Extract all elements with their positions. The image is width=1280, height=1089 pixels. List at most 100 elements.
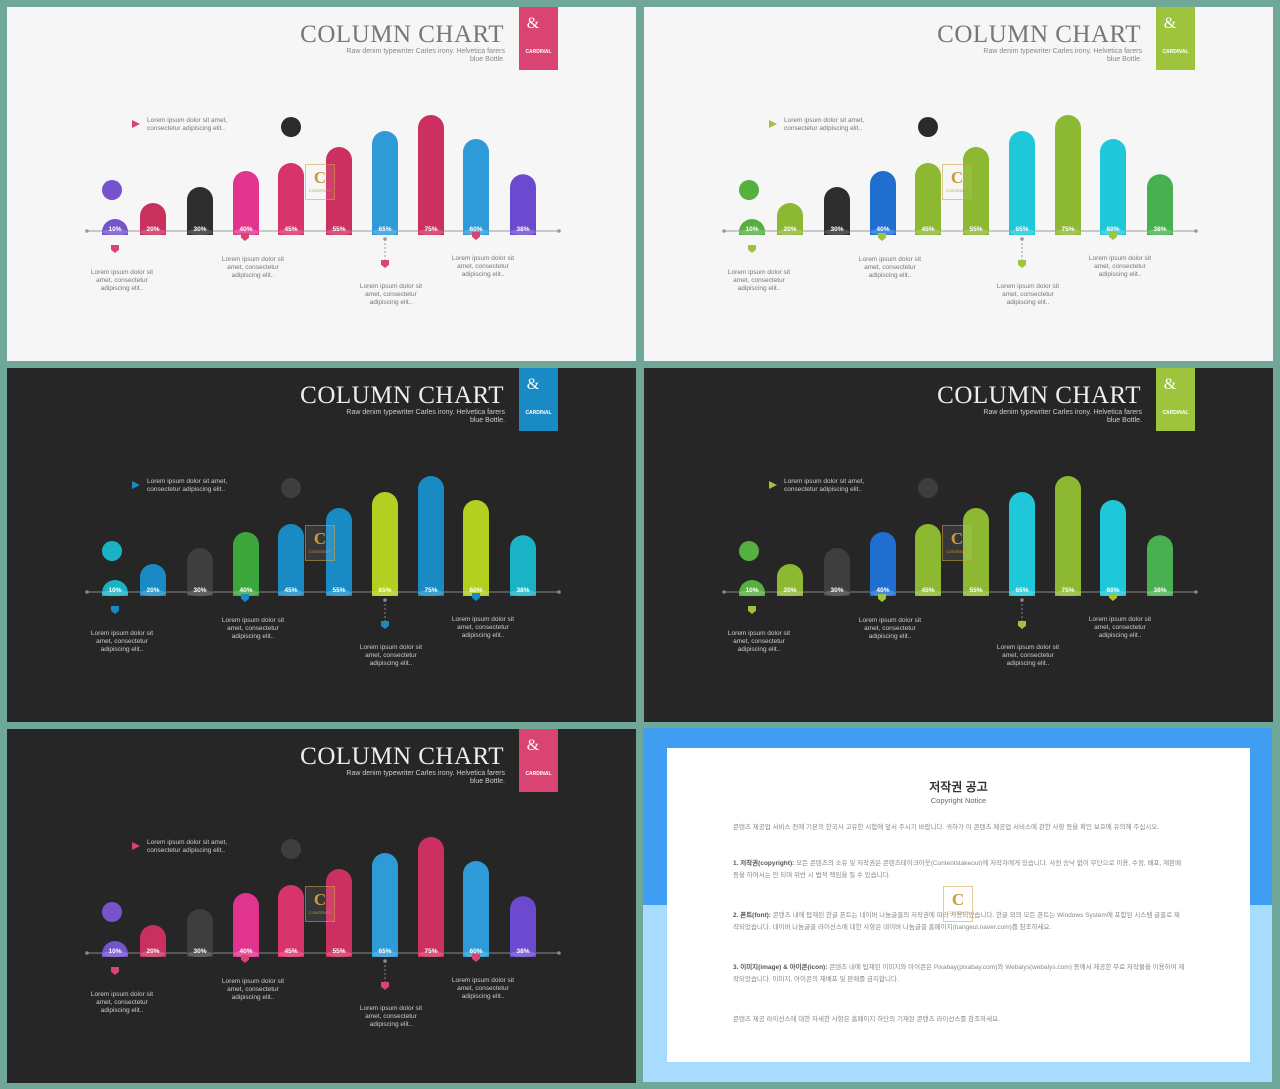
watermark-logo: C CONTENTS: [305, 886, 335, 922]
marker-icon: [472, 232, 480, 240]
slide-panel-3: COLUMN CHART Raw denim typewriter Carles …: [7, 368, 636, 722]
logo-letter: C: [951, 890, 965, 909]
slide-title: COLUMN CHART: [937, 21, 1141, 48]
bar-55%: [326, 869, 352, 957]
accent-circle: [102, 180, 122, 200]
bar-20%: [140, 203, 166, 235]
bar-10%: [102, 219, 128, 235]
bar-base-sheen: [1009, 590, 1035, 596]
bottom-annotation-4: Lorem ipsum dolor sit amet, consectetur …: [451, 616, 515, 639]
bar-value-label: 38%: [516, 948, 529, 955]
bar-base-sheen: [510, 590, 536, 596]
bar-value-label: 55%: [332, 587, 345, 594]
slide-subtitle: Raw denim typewriter Carles irony. Helve…: [983, 409, 1142, 424]
notice-paragraph-3: 3. 이미지(image) & 아이콘(icon): 콘텐츠 내에 탑재된 이미…: [733, 962, 1185, 986]
bar-65%: [372, 492, 398, 596]
logo-text: CONTENTS: [309, 910, 331, 915]
bar-value-label: 65%: [1015, 587, 1028, 594]
axis-end-dot: [722, 229, 726, 233]
cardinal-tag: & CARDINAL: [519, 729, 558, 792]
bar-base-sheen: [372, 590, 398, 596]
logo-letter: C: [950, 168, 964, 187]
bar-10%: [102, 580, 128, 596]
axis-end-dot: [722, 590, 726, 594]
column-chart: 10% 20% 30% 40% 45% 55% 65% 75% 60% 38%: [85, 837, 561, 982]
bar-base-sheen: [187, 590, 213, 596]
top-annotation: Lorem ipsum dolor sit amet, consectetur …: [147, 839, 228, 854]
slide-panel-1: COLUMN CHART Raw denim typewriter Carles …: [7, 7, 636, 361]
bar-value-label: 75%: [424, 587, 437, 594]
logo-letter: C: [313, 168, 327, 187]
bar-base-sheen: [870, 590, 896, 596]
bar-value-label: 45%: [921, 226, 934, 233]
notice-p3-body: 콘텐츠 내에 탑재된 이미지와 아이콘은 Pixabay(pixabay.com…: [733, 964, 1185, 983]
marker-icon: [472, 593, 480, 601]
connector-dot: [383, 598, 387, 602]
marker-icon: [472, 954, 480, 962]
pennant-icon: [769, 481, 777, 489]
bar-value-label: 65%: [378, 948, 391, 955]
notice-paragraph-1: 1. 저작권(copyright): 모든 콘텐츠의 소유 및 저작권은 콘텐츠…: [733, 858, 1185, 882]
connector-dot: [383, 959, 387, 963]
marker-icon: [381, 982, 389, 990]
bar-value-label: 45%: [284, 587, 297, 594]
pennant-icon: [132, 120, 140, 128]
marker-icon: [381, 621, 389, 629]
tag-label: CARDINAL: [525, 49, 552, 55]
bar-60%: [1100, 139, 1126, 235]
axis-end-dot: [1194, 229, 1198, 233]
marker-icon: [241, 594, 249, 602]
marker-icon: [241, 233, 249, 241]
bar-38%: [1147, 174, 1173, 235]
bar-base-sheen: [102, 590, 128, 596]
bar-base-sheen: [418, 229, 444, 235]
bar-60%: [1100, 500, 1126, 596]
bar-value-label: 75%: [1061, 587, 1074, 594]
bar-65%: [1009, 131, 1035, 235]
bar-60%: [463, 861, 489, 957]
slide-panel-4: COLUMN CHART Raw denim typewriter Carles …: [644, 368, 1273, 722]
slide-title: COLUMN CHART: [937, 382, 1141, 409]
bar-base-sheen: [278, 951, 304, 957]
bar-60%: [463, 500, 489, 596]
watermark-logo: C CONTENTS: [942, 164, 972, 200]
tag-ampersand: &: [1163, 15, 1177, 32]
marker-icon: [748, 245, 756, 253]
slide-subtitle: Raw denim typewriter Carles irony. Helve…: [346, 48, 505, 63]
bar-65%: [372, 853, 398, 957]
marker-icon: [111, 606, 119, 614]
connector-dot: [1020, 598, 1024, 602]
bar-value-label: 20%: [783, 587, 796, 594]
bar-base-sheen: [824, 229, 850, 235]
cardinal-tag: & CARDINAL: [1156, 7, 1195, 70]
bar-base-sheen: [915, 590, 941, 596]
bar-value-label: 55%: [332, 948, 345, 955]
bar-value-label: 55%: [332, 226, 345, 233]
tag-ampersand: &: [526, 376, 540, 393]
column-chart: 10% 20% 30% 40% 45% 55% 65% 75% 60% 38%: [722, 115, 1198, 260]
tag-label: CARDINAL: [525, 410, 552, 416]
accent-circle: [739, 541, 759, 561]
bar-45%: [278, 885, 304, 957]
bar-65%: [372, 131, 398, 235]
bar-base-sheen: [1147, 229, 1173, 235]
bar-45%: [278, 524, 304, 596]
bar-55%: [326, 508, 352, 596]
bar-value-label: 10%: [745, 587, 758, 594]
bar-40%: [233, 171, 259, 235]
bar-value-label: 10%: [745, 226, 758, 233]
bar-20%: [140, 564, 166, 596]
watermark-logo: C CONTENTS: [305, 525, 335, 561]
bar-30%: [187, 548, 213, 596]
column-chart: 10% 20% 30% 40% 45% 55% 65% 75% 60% 38%: [85, 476, 561, 621]
bar-base-sheen: [140, 229, 166, 235]
tag-label: CARDINAL: [525, 771, 552, 777]
bar-20%: [777, 564, 803, 596]
bar-base-sheen: [278, 229, 304, 235]
top-annotation: Lorem ipsum dolor sit amet, consectetur …: [147, 117, 228, 132]
bar-value-label: 30%: [830, 587, 843, 594]
logo-letter: C: [313, 529, 327, 548]
bar-value-label: 38%: [516, 226, 529, 233]
top-annotation: Lorem ipsum dolor sit amet, consectetur …: [147, 478, 228, 493]
pennant-icon: [132, 842, 140, 850]
